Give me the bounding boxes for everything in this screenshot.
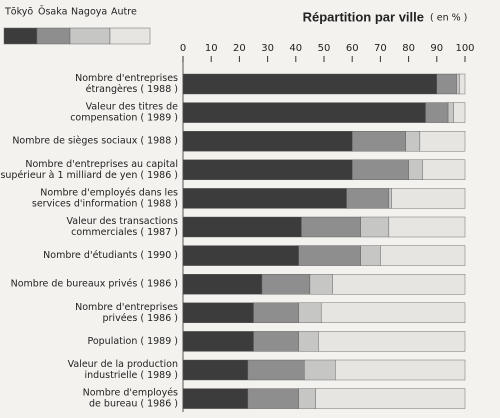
legend-label: Autre [111, 7, 137, 18]
y-tick-label: Nombre d'étudiants ( 1990 ) [43, 250, 178, 261]
bar-segment [380, 245, 466, 266]
bar-segment [453, 102, 466, 123]
bar-segment [304, 359, 336, 381]
bar-segment [309, 274, 333, 295]
bar-segment [408, 159, 423, 181]
y-tick-label: Valeur des titres de [86, 102, 178, 113]
chart-title: Répartition par ville [303, 9, 424, 24]
bar-segment [182, 188, 347, 209]
bar-segment [447, 102, 454, 123]
bar-segment [253, 302, 299, 323]
bar-segment [182, 331, 254, 352]
x-tick-label: 0 [180, 43, 186, 54]
y-tick-label: étrangères ( 1988 ) [86, 84, 178, 95]
bar-segment [320, 302, 466, 323]
y-tick-label: de bureau ( 1986 ) [89, 399, 178, 410]
y-tick-label: commerciales ( 1987 ) [71, 227, 178, 238]
legend-label: Tōkyō [4, 7, 33, 18]
bar-segment [261, 274, 311, 295]
x-tick-label: 70 [374, 43, 387, 54]
unit-label: ( en % ) [430, 13, 467, 24]
y-tick-label: industrielle ( 1989 ) [84, 370, 178, 381]
x-tick-label: 20 [233, 43, 246, 54]
x-tick-label: 80 [402, 43, 415, 54]
bar-segment [182, 73, 438, 95]
x-tick-label: 30 [261, 43, 274, 54]
bar-segment [405, 130, 421, 152]
bar-segment [301, 216, 361, 238]
bar-segment [182, 245, 299, 266]
bar-segment [182, 274, 263, 295]
bar-segment [182, 388, 249, 409]
bar-segment [298, 302, 322, 323]
legend-swatch [36, 27, 71, 45]
y-tick-label: Nombre d'employés dans les [40, 187, 178, 198]
bar-segment [247, 388, 299, 409]
y-tick-label: Nombre de sièges sociaux ( 1988 ) [12, 136, 178, 147]
bar-segment [182, 159, 353, 181]
bar-segment [247, 359, 305, 381]
legend-swatch [3, 27, 38, 45]
bar-segment [298, 331, 319, 352]
bar-segment [253, 331, 299, 352]
bar-segment [318, 331, 466, 352]
x-tick-label: 40 [289, 43, 302, 54]
y-tick-label: compensation ( 1989 ) [70, 113, 178, 124]
bar-segment [182, 359, 249, 381]
bar-segment [346, 188, 390, 209]
bar-segment [456, 73, 460, 95]
bar-segment [182, 102, 426, 123]
y-tick-label: Nombre d'entreprises [75, 73, 178, 84]
legend-swatch [109, 27, 151, 45]
y-tick-label: Nombre d'employés [83, 388, 178, 399]
legend-label: Ōsaka [38, 7, 67, 18]
y-tick-label: Valeur des transactions [67, 216, 179, 227]
x-tick-label: 100 [455, 43, 474, 54]
legend-swatch [69, 27, 111, 45]
bar-segment [182, 216, 302, 238]
bar-segment [298, 245, 361, 266]
x-tick-label: 60 [346, 43, 359, 54]
y-tick-label: Nombre d'entreprises [75, 302, 178, 313]
bar-segment [360, 216, 390, 238]
x-tick-label: 10 [205, 43, 218, 54]
y-tick-label: supérieur à 1 milliard de yen ( 1986 ) [0, 170, 178, 181]
y-tick-label: privées ( 1986 ) [103, 313, 179, 324]
bar-segment [459, 73, 466, 95]
y-tick-label: services d'information ( 1988 ) [32, 198, 178, 209]
x-tick-label: 50 [318, 43, 331, 54]
bar-segment [425, 102, 449, 123]
bar-segment [360, 245, 381, 266]
bar-segment [388, 188, 392, 209]
bar-segment [422, 159, 466, 181]
legend-label: Nagoya [71, 7, 107, 18]
bar-segment [436, 73, 457, 95]
bar-segment [335, 359, 466, 381]
x-tick-label: 90 [430, 43, 443, 54]
y-tick-label: Valeur de la production [68, 359, 178, 370]
y-tick-label: Nombre d'entreprises au capital [25, 159, 178, 170]
bar-segment [332, 274, 466, 295]
bar-segment [388, 216, 466, 238]
bar-segment [182, 130, 353, 152]
bar-segment [419, 130, 466, 152]
bar-segment [352, 130, 406, 152]
bar-segment [352, 159, 409, 181]
bar-segment [391, 188, 466, 209]
bar-segment [298, 388, 316, 409]
y-tick-label: Nombre de bureaux privés ( 1986 ) [11, 279, 178, 290]
y-tick-label: Population ( 1989 ) [87, 336, 178, 347]
bar-segment [182, 302, 254, 323]
bar-segment [315, 388, 466, 409]
